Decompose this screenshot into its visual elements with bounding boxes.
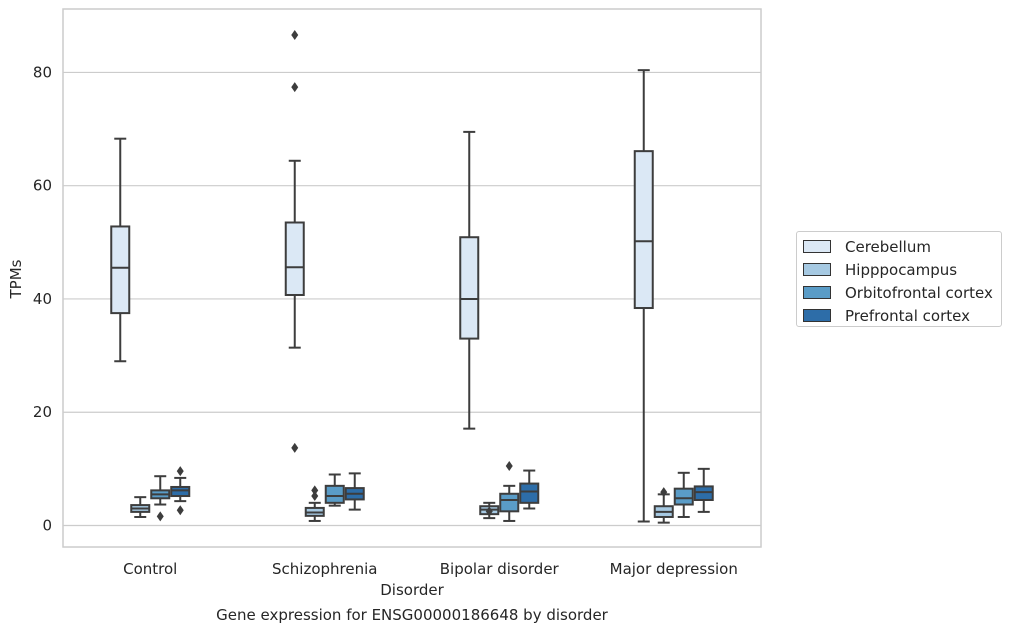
box-2-1 bbox=[324, 473, 345, 507]
box-0-0 bbox=[110, 137, 131, 363]
outlier-point bbox=[291, 82, 299, 93]
legend-item-0: Cerebellum bbox=[803, 235, 1001, 258]
box-iqr bbox=[633, 150, 654, 310]
box-iqr bbox=[284, 221, 305, 296]
legend-label: Hipppocampus bbox=[845, 260, 958, 279]
legend-label: Orbitofrontal cortex bbox=[845, 283, 993, 302]
y-tick-labels: 0 20 40 60 80 bbox=[33, 63, 52, 534]
legend-item-3: Prefrontal cortex bbox=[803, 304, 1001, 327]
x-tick-label-3: Major depression bbox=[610, 560, 738, 578]
legend-label: Cerebellum bbox=[845, 237, 931, 256]
outlier-point bbox=[505, 461, 513, 472]
legend-label: Prefrontal cortex bbox=[845, 306, 970, 325]
legend-swatch bbox=[803, 240, 831, 253]
box-3-1 bbox=[344, 472, 365, 511]
x-tick-label-1: Schizophrenia bbox=[272, 560, 377, 578]
box-iqr bbox=[170, 485, 191, 498]
box-2-2 bbox=[499, 461, 520, 522]
box-2-3 bbox=[673, 471, 694, 518]
outlier-point bbox=[660, 487, 668, 498]
figure-caption: Gene expression for ENSG00000186648 by d… bbox=[216, 606, 608, 624]
box-2-0 bbox=[150, 475, 171, 522]
box-1-2 bbox=[479, 501, 500, 520]
outlier-point bbox=[485, 506, 493, 517]
box-3-3 bbox=[693, 467, 714, 513]
y-axis-label: TPMs bbox=[7, 259, 25, 299]
outlier-point bbox=[176, 505, 184, 516]
box-3-0 bbox=[170, 466, 191, 516]
x-tick-labels: Control Schizophrenia Bipolar disorder Majo… bbox=[123, 560, 738, 578]
box-plot-chart: 0 20 40 60 80 Control Schizophrenia Bipolar di… bbox=[7, 8, 762, 599]
outlier-point bbox=[311, 491, 319, 502]
y-tick-label-0: 0 bbox=[42, 516, 52, 534]
outlier-point bbox=[291, 442, 299, 453]
y-tick-label-60: 60 bbox=[33, 177, 52, 195]
box-1-0 bbox=[130, 496, 151, 518]
box-1-1 bbox=[304, 485, 325, 522]
outlier-point bbox=[176, 466, 184, 477]
box-0-2 bbox=[459, 130, 480, 430]
box-0-3 bbox=[633, 69, 654, 523]
y-tick-label-20: 20 bbox=[33, 403, 52, 421]
plot-area-background bbox=[63, 9, 761, 547]
outlier-point bbox=[291, 30, 299, 41]
x-tick-label-2: Bipolar disorder bbox=[440, 560, 560, 578]
plot-area-frame bbox=[62, 8, 762, 548]
box-iqr bbox=[519, 482, 540, 504]
box-iqr bbox=[693, 485, 714, 501]
legend-swatch bbox=[803, 263, 831, 276]
boxes-group bbox=[110, 30, 714, 524]
outlier-point bbox=[156, 511, 164, 522]
y-tick-label-80: 80 bbox=[33, 63, 52, 81]
box-iqr bbox=[459, 236, 480, 340]
box-3-2 bbox=[519, 469, 540, 510]
legend-item-1: Hipppocampus bbox=[803, 258, 1001, 281]
legend-swatch bbox=[803, 286, 831, 299]
box-iqr bbox=[110, 225, 131, 315]
legend: Cerebellum Hipppocampus Orbitofrontal cort… bbox=[796, 231, 1002, 327]
box-0-1 bbox=[284, 30, 305, 453]
legend-item-2: Orbitofrontal cortex bbox=[803, 281, 1001, 304]
legend-swatch bbox=[803, 309, 831, 322]
outlier-point bbox=[311, 485, 319, 496]
box-iqr bbox=[673, 487, 694, 506]
box-iqr bbox=[499, 492, 520, 513]
box-iqr bbox=[324, 484, 345, 504]
y-tick-label-40: 40 bbox=[33, 290, 52, 308]
box-1-3 bbox=[653, 487, 674, 524]
x-tick-label-0: Control bbox=[123, 560, 177, 578]
x-axis-label: Disorder bbox=[380, 581, 444, 599]
